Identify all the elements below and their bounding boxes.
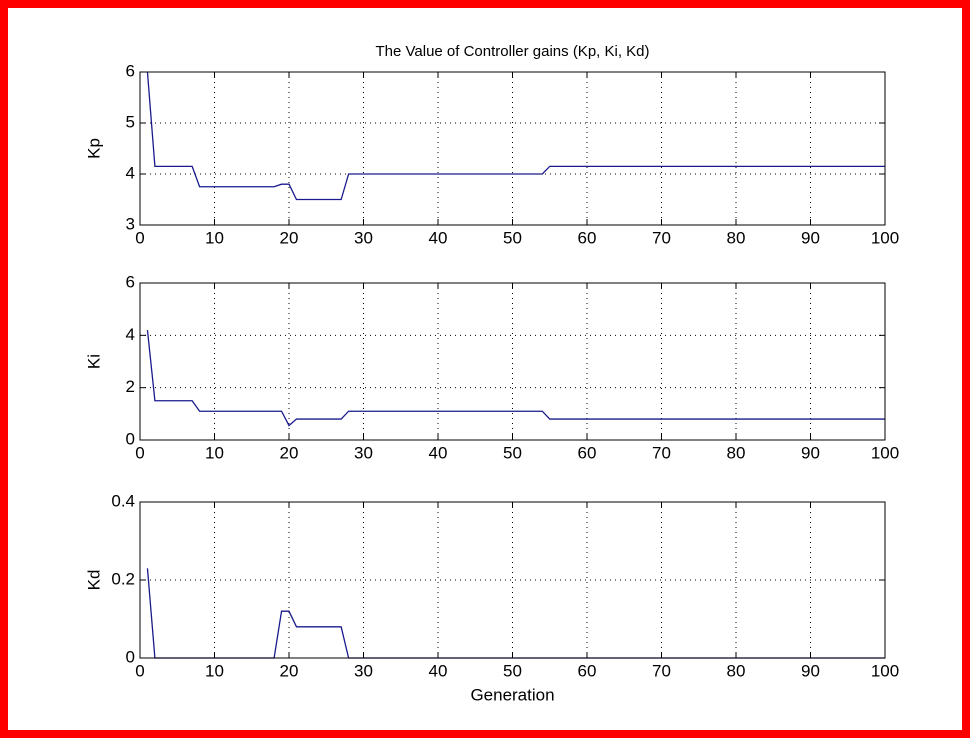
- x-tick-label: 70: [652, 228, 671, 247]
- x-axis-label: Generation: [470, 685, 554, 704]
- axes-box: [139, 71, 886, 226]
- x-tick-label: 90: [801, 661, 820, 680]
- x-tick-label: 60: [578, 443, 597, 462]
- x-tick-label: 30: [354, 443, 373, 462]
- x-tick-label: 60: [578, 228, 597, 247]
- chart-title: The Value of Controller gains (Kp, Ki, K…: [375, 43, 649, 60]
- x-tick-label: 50: [503, 228, 522, 247]
- x-tick-label: 90: [801, 228, 820, 247]
- data-line: [146, 330, 885, 427]
- axes-box: [139, 282, 886, 441]
- y-tick-label: 3: [126, 214, 135, 233]
- x-tick-label: 30: [354, 228, 373, 247]
- x-tick-label: 20: [280, 443, 299, 462]
- x-tick-label: 40: [429, 661, 448, 680]
- x-tick-label: 50: [503, 443, 522, 462]
- x-tick-label: 0: [135, 443, 144, 462]
- x-tick-label: 100: [871, 661, 899, 680]
- x-tick-label: 80: [727, 228, 746, 247]
- x-tick-label: 20: [280, 661, 299, 680]
- y-tick-label: 2: [126, 377, 135, 396]
- data-line: [146, 71, 885, 201]
- x-tick-label: 10: [205, 443, 224, 462]
- y-tick-label: 4: [126, 163, 135, 182]
- x-tick-label: 10: [205, 228, 224, 247]
- x-tick-label: 70: [652, 661, 671, 680]
- x-tick-label: 100: [871, 443, 899, 462]
- y-tick-label: 0.4: [111, 491, 135, 510]
- y-tick-label: 4: [126, 325, 135, 344]
- x-tick-label: 20: [280, 228, 299, 247]
- y-tick-label: 0.2: [111, 569, 135, 588]
- y-axis-label: Ki: [84, 354, 103, 369]
- x-tick-label: 90: [801, 443, 820, 462]
- x-tick-label: 30: [354, 661, 373, 680]
- y-axis-label: Kd: [84, 570, 103, 591]
- x-tick-label: 40: [429, 228, 448, 247]
- y-axis-label: Kp: [84, 138, 103, 159]
- y-tick-label: 0: [126, 647, 135, 666]
- x-tick-label: 0: [135, 228, 144, 247]
- x-tick-label: 80: [727, 661, 746, 680]
- y-tick-label: 0: [126, 429, 135, 448]
- axes-box: [139, 501, 886, 659]
- x-tick-label: 50: [503, 661, 522, 680]
- x-tick-label: 80: [727, 443, 746, 462]
- x-tick-label: 60: [578, 661, 597, 680]
- x-tick-label: 0: [135, 661, 144, 680]
- x-tick-label: 70: [652, 443, 671, 462]
- y-tick-label: 5: [126, 112, 135, 131]
- y-tick-label: 6: [126, 272, 135, 291]
- y-tick-label: 6: [126, 61, 135, 80]
- x-tick-label: 100: [871, 228, 899, 247]
- x-tick-label: 10: [205, 661, 224, 680]
- background: [8, 8, 962, 730]
- x-tick-label: 40: [429, 443, 448, 462]
